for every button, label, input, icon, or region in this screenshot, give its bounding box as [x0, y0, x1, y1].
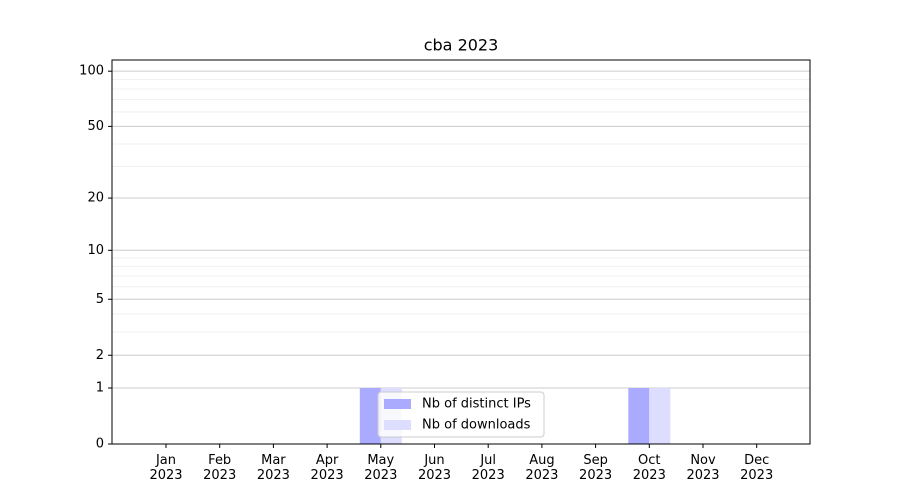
y-tick-label: 1: [96, 381, 104, 396]
y-tick-label: 5: [96, 292, 104, 307]
legend: Nb of distinct IPs Nb of downloads: [377, 391, 545, 438]
x-tick-label: Jun 2023: [417, 453, 452, 483]
x-tick-label: May 2023: [364, 453, 398, 483]
legend-swatch: [384, 420, 411, 430]
bar: [359, 388, 381, 444]
y-tick-label: 50: [87, 119, 104, 134]
x-tick-label: Feb 2023: [203, 453, 237, 483]
y-tick-label: 100: [79, 64, 104, 79]
x-tick-label: Nov 2023: [686, 453, 720, 483]
x-tick-label: Apr 2023: [310, 453, 344, 483]
bar: [649, 388, 671, 444]
x-tick-label: Oct 2023: [632, 453, 666, 483]
x-tick-label: Dec 2023: [740, 453, 774, 483]
legend-label: Nb of downloads: [422, 418, 531, 433]
legend-swatch: [384, 399, 411, 409]
legend-box: [377, 391, 545, 438]
y-tick-label: 20: [87, 191, 104, 206]
y-tick-label: 10: [87, 243, 104, 258]
x-tick-label: Jan 2023: [149, 453, 183, 483]
chart-title: cba 2023: [424, 36, 499, 55]
x-tick-label: Jul 2023: [471, 453, 505, 483]
x-tick-label: Sep 2023: [579, 453, 613, 483]
y-tick-label: 0: [96, 437, 104, 452]
bar: [628, 388, 650, 444]
y-tick-label: 2: [96, 348, 104, 363]
x-tick-label: Aug 2023: [525, 453, 559, 483]
legend-label: Nb of distinct IPs: [422, 397, 531, 412]
plot-frame: [111, 59, 811, 445]
x-tick-label: Mar 2023: [256, 453, 290, 483]
